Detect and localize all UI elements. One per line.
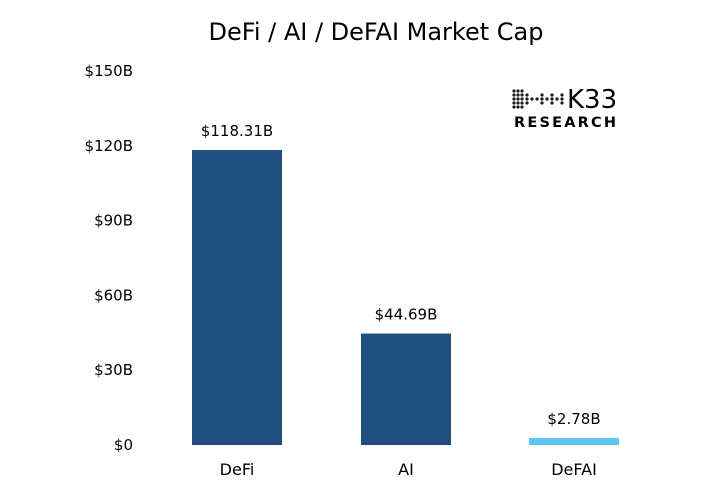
logo-dot — [516, 97, 520, 101]
y-tick-label: $60B — [94, 286, 133, 304]
y-tick-label: $90B — [94, 212, 133, 230]
logo-dot — [520, 101, 524, 105]
logo-dot — [550, 101, 554, 105]
k33-research-logo: K33 RESEARCH — [512, 85, 618, 131]
bar-defi — [192, 150, 282, 445]
category-label-defai: DeFAI — [551, 460, 597, 479]
logo-dot — [520, 89, 524, 93]
logo-dot — [540, 93, 544, 97]
logo-dot — [525, 97, 529, 101]
logo-dot — [520, 105, 524, 109]
logo-dot — [520, 93, 524, 97]
logo-dot — [540, 97, 544, 101]
y-axis-ticks: $0 $30B $60B $90B $120B $150B — [85, 62, 133, 454]
data-label-defi: $118.31B — [201, 122, 273, 140]
k33-logo-mark-icon — [512, 89, 564, 109]
logo-dot — [540, 101, 544, 105]
logo-dot — [560, 101, 564, 105]
category-labels: DeFi AI DeFAI — [220, 460, 597, 479]
logo-dot — [516, 93, 520, 97]
logo-dot — [560, 97, 564, 101]
logo-dot — [516, 101, 520, 105]
logo-dot — [550, 93, 554, 97]
data-label-defai: $2.78B — [547, 410, 600, 428]
bar-ai — [361, 333, 451, 445]
logo-dot — [516, 89, 520, 93]
y-tick-label: $30B — [94, 361, 133, 379]
logo-dot — [512, 89, 516, 93]
category-label-defi: DeFi — [220, 460, 255, 479]
y-tick-label: $0 — [114, 436, 133, 454]
y-tick-label: $150B — [85, 62, 133, 80]
logo-dot — [516, 105, 520, 109]
logo-dot — [545, 97, 549, 101]
bar-defai — [529, 438, 619, 445]
logo-dot — [530, 97, 534, 101]
logo-dot — [512, 97, 516, 101]
logo-dot — [512, 105, 516, 109]
logo-dot — [520, 97, 524, 101]
chart-title: DeFi / AI / DeFAI Market Cap — [209, 18, 544, 46]
bars — [192, 150, 619, 445]
logo-dot — [525, 101, 529, 105]
logo-name: K33 — [567, 85, 617, 115]
category-label-ai: AI — [398, 460, 414, 479]
y-tick-label: $120B — [85, 137, 133, 155]
logo-dot — [512, 93, 516, 97]
logo-dot — [555, 97, 559, 101]
logo-dot — [512, 101, 516, 105]
logo-dot — [535, 97, 539, 101]
logo-dot — [550, 97, 554, 101]
logo-dot — [560, 93, 564, 97]
logo-subtitle: RESEARCH — [514, 115, 618, 131]
logo-dot — [525, 93, 529, 97]
data-label-ai: $44.69B — [375, 306, 438, 324]
data-labels: $118.31B $44.69B $2.78B — [201, 122, 601, 428]
